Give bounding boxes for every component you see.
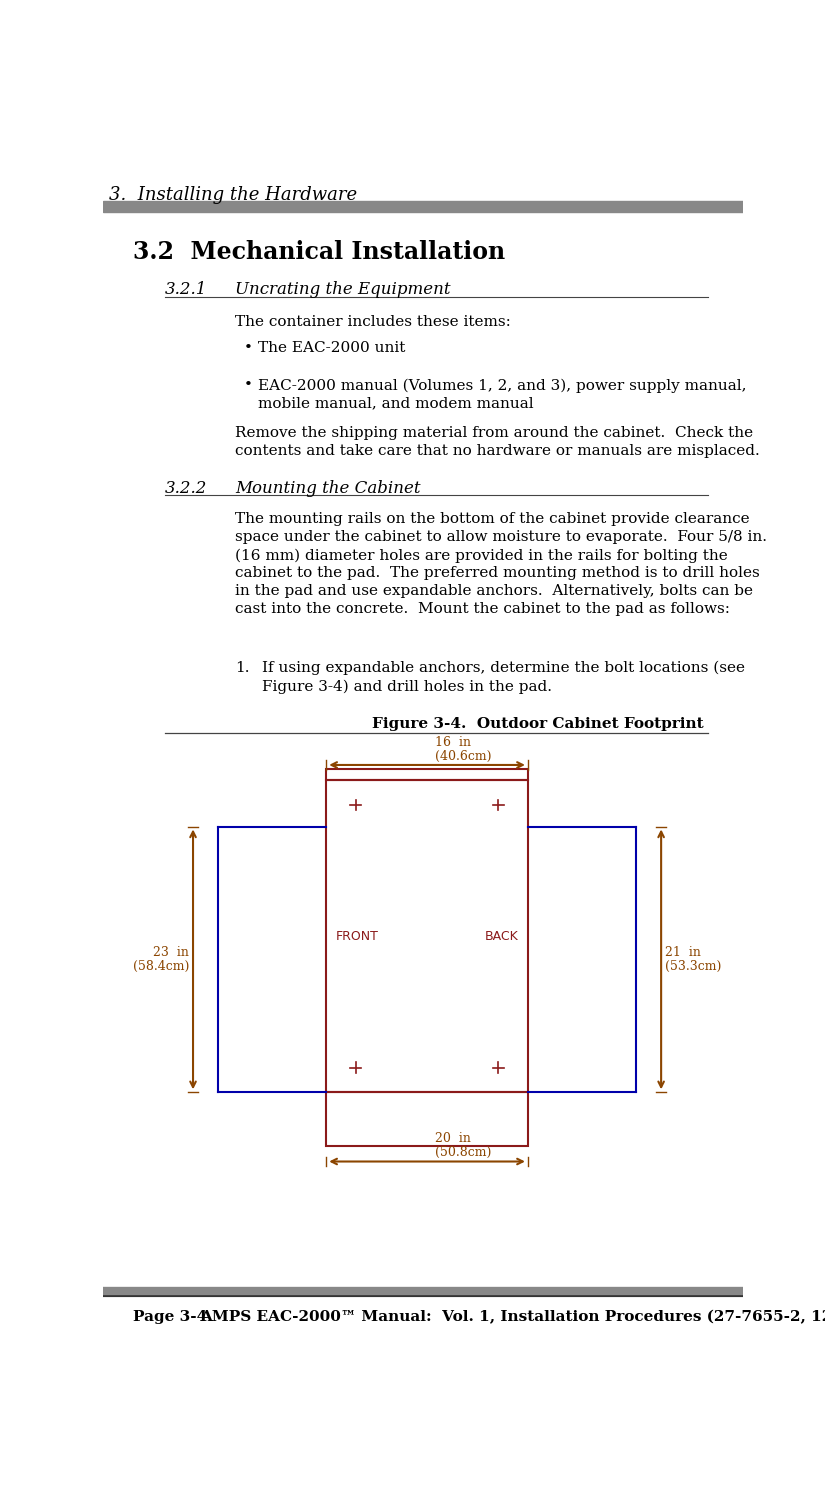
Text: The container includes these items:: The container includes these items: <box>235 315 511 328</box>
Text: 3.  Installing the Hardware: 3. Installing the Hardware <box>110 186 357 204</box>
Bar <box>103 201 742 213</box>
Text: If using expandable anchors, determine the bolt locations (see
Figure 3-4) and d: If using expandable anchors, determine t… <box>262 661 745 694</box>
Text: 20  in
(50.8cm): 20 in (50.8cm) <box>435 1132 491 1159</box>
Text: 23  in
(58.4cm): 23 in (58.4cm) <box>133 945 189 972</box>
Text: 3.2.1: 3.2.1 <box>165 282 208 298</box>
Text: 1.: 1. <box>235 661 249 676</box>
Text: Page 3-4: Page 3-4 <box>133 1311 207 1324</box>
Bar <box>327 768 528 780</box>
Bar <box>327 1092 528 1146</box>
Text: 3.2  Mechanical Installation: 3.2 Mechanical Installation <box>133 240 505 264</box>
Text: 3.2.2: 3.2.2 <box>165 479 208 497</box>
Text: BACK: BACK <box>485 930 519 942</box>
Text: EAC-2000 manual (Volumes 1, 2, and 3), power supply manual,
mobile manual, and m: EAC-2000 manual (Volumes 1, 2, and 3), p… <box>258 379 747 410</box>
Text: Uncrating the Equipment: Uncrating the Equipment <box>235 282 450 298</box>
Text: •: • <box>244 342 253 355</box>
Text: Figure 3-4.  Outdoor Cabinet Footprint: Figure 3-4. Outdoor Cabinet Footprint <box>372 718 704 731</box>
Text: AMPS EAC-2000™ Manual:  Vol. 1, Installation Procedures (27-7655-2, 12/95): AMPS EAC-2000™ Manual: Vol. 1, Installat… <box>200 1311 825 1324</box>
Text: The mounting rails on the bottom of the cabinet provide clearance
space under th: The mounting rails on the bottom of the … <box>235 512 767 616</box>
Text: Remove the shipping material from around the cabinet.  Check the
contents and ta: Remove the shipping material from around… <box>235 425 760 458</box>
Text: 16  in
(40.6cm): 16 in (40.6cm) <box>435 736 492 762</box>
Text: 21  in
(53.3cm): 21 in (53.3cm) <box>665 945 721 972</box>
Text: FRONT: FRONT <box>336 930 379 942</box>
Text: The EAC-2000 unit: The EAC-2000 unit <box>258 342 406 355</box>
Bar <box>327 780 528 1092</box>
Text: •: • <box>244 379 253 392</box>
Text: Mounting the Cabinet: Mounting the Cabinet <box>235 479 421 497</box>
